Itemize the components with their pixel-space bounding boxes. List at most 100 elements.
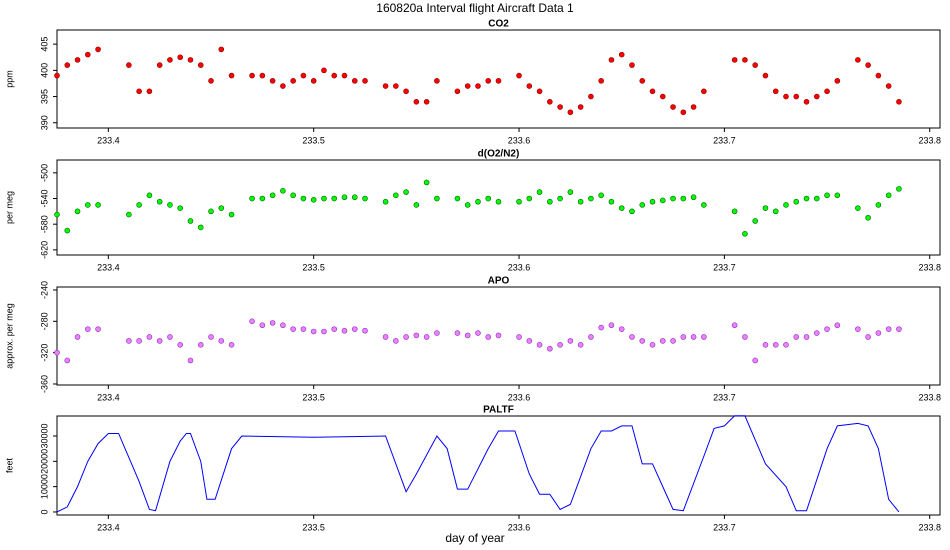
data-point: [249, 318, 255, 325]
data-point: [300, 195, 307, 202]
y-tick-label: 400: [39, 63, 49, 78]
data-point: [341, 194, 348, 201]
data-point: [783, 202, 789, 208]
data-point: [855, 57, 861, 63]
y-axis-label: approx. per meg: [4, 303, 14, 369]
panel-title: CO2: [488, 19, 509, 30]
data-point: [351, 78, 358, 84]
chart-title: 160820a Interval flight Aircraft Data 1: [376, 1, 574, 15]
data-point: [495, 78, 502, 84]
data-point: [813, 93, 820, 100]
data-point: [177, 54, 184, 61]
data-point: [731, 322, 738, 329]
data-point: [588, 334, 594, 340]
data-point: [187, 57, 194, 63]
data-point: [577, 104, 584, 110]
data-point: [680, 334, 687, 340]
data-point: [423, 334, 430, 340]
data-point: [218, 46, 225, 53]
data-point: [249, 195, 255, 202]
y-axis-label: per meg: [4, 191, 14, 224]
data-point: [649, 198, 656, 205]
data-point: [321, 67, 327, 74]
data-point: [588, 93, 594, 100]
data-point: [875, 330, 882, 336]
data-point: [762, 205, 769, 211]
data-point: [362, 78, 368, 84]
data-point: [598, 192, 604, 199]
data-point: [290, 192, 296, 199]
data-point: [762, 342, 769, 348]
data-point: [567, 189, 574, 195]
y-tick-label: -320: [39, 344, 49, 362]
data-point: [896, 326, 902, 332]
data-point: [567, 338, 574, 344]
y-tick-label: -500: [39, 164, 49, 182]
data-point: [331, 326, 338, 332]
data-point: [208, 334, 214, 340]
data-point: [208, 78, 214, 84]
x-tick-label: 233.7: [713, 262, 736, 272]
data-point: [659, 197, 666, 204]
x-tick-label: 233.4: [97, 392, 120, 402]
data-point: [54, 211, 60, 218]
y-tick-label: 0: [39, 509, 49, 514]
data-point: [434, 195, 440, 202]
data-point: [793, 93, 800, 100]
data-point: [875, 202, 882, 208]
y-tick-label: -540: [39, 190, 49, 208]
data-point: [772, 88, 779, 95]
data-point: [659, 93, 666, 100]
panel-frame: [56, 29, 941, 129]
data-point: [167, 202, 173, 208]
x-tick-label: 233.8: [918, 135, 941, 145]
x-tick-label: 233.5: [302, 262, 325, 272]
data-point: [218, 205, 225, 211]
x-tick-label: 233.4: [97, 262, 120, 272]
data-point: [803, 334, 810, 340]
data-point: [752, 62, 758, 68]
data-point: [362, 327, 368, 334]
data-point: [208, 208, 214, 215]
data-point: [516, 72, 522, 79]
data-point: [598, 324, 604, 331]
data-point: [834, 322, 841, 329]
data-point: [177, 205, 184, 211]
data-point: [187, 218, 194, 224]
data-point: [475, 83, 481, 89]
data-point: [64, 227, 71, 234]
x-tick-label: 233.6: [508, 262, 531, 272]
data-point: [197, 62, 204, 68]
data-point: [126, 338, 132, 344]
data-point: [434, 330, 440, 336]
data-point: [731, 57, 738, 63]
data-point: [536, 342, 543, 348]
data-point: [413, 202, 420, 208]
data-point: [690, 194, 697, 201]
y-tick-label: 390: [39, 115, 49, 130]
data-point: [701, 334, 707, 340]
data-point: [742, 231, 748, 237]
data-point: [341, 327, 348, 334]
data-point: [639, 338, 646, 344]
data-point: [793, 198, 800, 205]
data-point: [54, 349, 60, 356]
data-point: [701, 88, 707, 95]
data-point: [403, 189, 409, 195]
x-tick-label: 233.5: [302, 135, 325, 145]
data-point: [146, 192, 153, 199]
data-point: [824, 192, 830, 199]
y-tick-label: -620: [39, 241, 49, 259]
data-point: [608, 57, 615, 63]
data-point: [269, 192, 276, 199]
data-point: [649, 342, 656, 348]
data-point: [742, 334, 748, 340]
data-point: [475, 330, 481, 336]
data-point: [896, 98, 902, 105]
data-point: [74, 57, 81, 63]
y-tick-label: 20000: [39, 449, 49, 474]
data-point: [259, 195, 266, 202]
data-point: [526, 338, 533, 344]
data-point: [865, 214, 871, 221]
data-point: [783, 342, 789, 348]
